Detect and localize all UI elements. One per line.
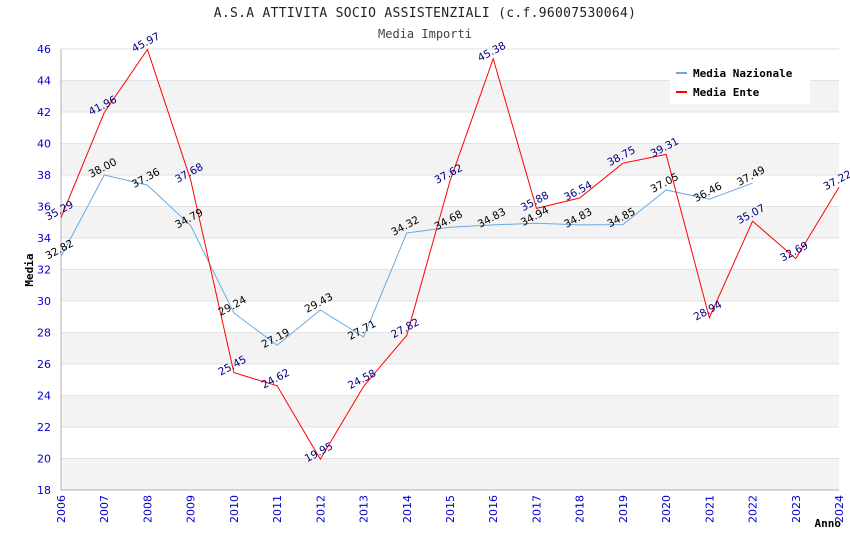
legend-item-label: Media Nazionale [693, 67, 793, 80]
grid-band [61, 112, 839, 144]
x-tick-label: 2015 [444, 495, 457, 523]
legend-box [670, 60, 810, 104]
y-tick-label: 46 [37, 43, 51, 56]
x-tick-label: 2017 [530, 495, 543, 523]
grid-band [61, 269, 839, 301]
y-tick-label: 26 [37, 358, 51, 371]
x-tick-label: 2012 [314, 495, 327, 523]
y-tick-label: 40 [37, 138, 51, 151]
grid-band [61, 143, 839, 175]
series-line-2 [60, 48, 840, 461]
x-tick-label: 2019 [617, 495, 630, 523]
y-tick-label: 32 [37, 264, 51, 277]
y-tick-label: 36 [37, 201, 51, 214]
x-tick-label: 2016 [487, 495, 500, 523]
x-tick-label: 2009 [185, 495, 198, 523]
chart-title: A.S.A ATTIVITA SOCIO ASSISTENZIALI (c.f.… [213, 6, 637, 21]
y-tick-labels: 18 20 22 24 26 28 30 32 34 36 38 40 42 44 46 [37, 43, 51, 497]
x-tick-label: 2021 [703, 495, 716, 523]
x-tick-label: 2023 [790, 495, 803, 523]
grid-band [61, 395, 839, 427]
grid-band [61, 427, 839, 459]
x-tick-label: 2006 [55, 495, 68, 523]
x-tick-label: 2024 [833, 495, 846, 523]
x-tick-label: 2008 [141, 495, 154, 523]
series-line-1 [60, 174, 753, 346]
grid-band [61, 206, 839, 238]
y-tick-label: 42 [37, 106, 51, 119]
x-tick-label: 2007 [98, 495, 111, 523]
y-tick-label: 22 [37, 421, 51, 434]
y-tick-label: 20 [37, 453, 51, 466]
x-tick-labels: 2006 2007 2008 2009 2010 2011 2012 2013 2014 2015… [55, 495, 846, 523]
x-tick-label: 2011 [271, 495, 284, 523]
legend-item-label: Media Ente [693, 86, 760, 99]
y-tick-label: 28 [37, 327, 51, 340]
x-tick-label: 2022 [747, 495, 760, 523]
x-axis-label: Anno [815, 517, 842, 530]
grid-band [61, 238, 839, 270]
y-tick-label: 38 [37, 169, 51, 182]
chart-subtitle: Media Importi [378, 27, 472, 41]
axes [60, 49, 839, 491]
y-tick-label: 30 [37, 295, 51, 308]
x-tick-label: 2020 [660, 495, 673, 523]
y-axis-label: Media [23, 253, 36, 286]
y-tick-label: 18 [37, 484, 51, 497]
x-tick-label: 2014 [401, 495, 414, 523]
x-tick-label: 2018 [574, 495, 587, 523]
grid-band [61, 332, 839, 364]
grid-band [61, 458, 839, 490]
x-tick-label: 2010 [228, 495, 241, 523]
series-lines [60, 48, 840, 461]
grid-band [61, 364, 839, 396]
grid-bands [61, 48, 839, 491]
y-tick-label: 44 [37, 75, 51, 88]
legend: Media Nazionale Media Ente [670, 60, 810, 104]
y-tick-label: 24 [37, 390, 51, 403]
x-tick-label: 2013 [358, 495, 371, 523]
grid-band [61, 301, 839, 333]
y-tick-label: 34 [37, 232, 51, 245]
